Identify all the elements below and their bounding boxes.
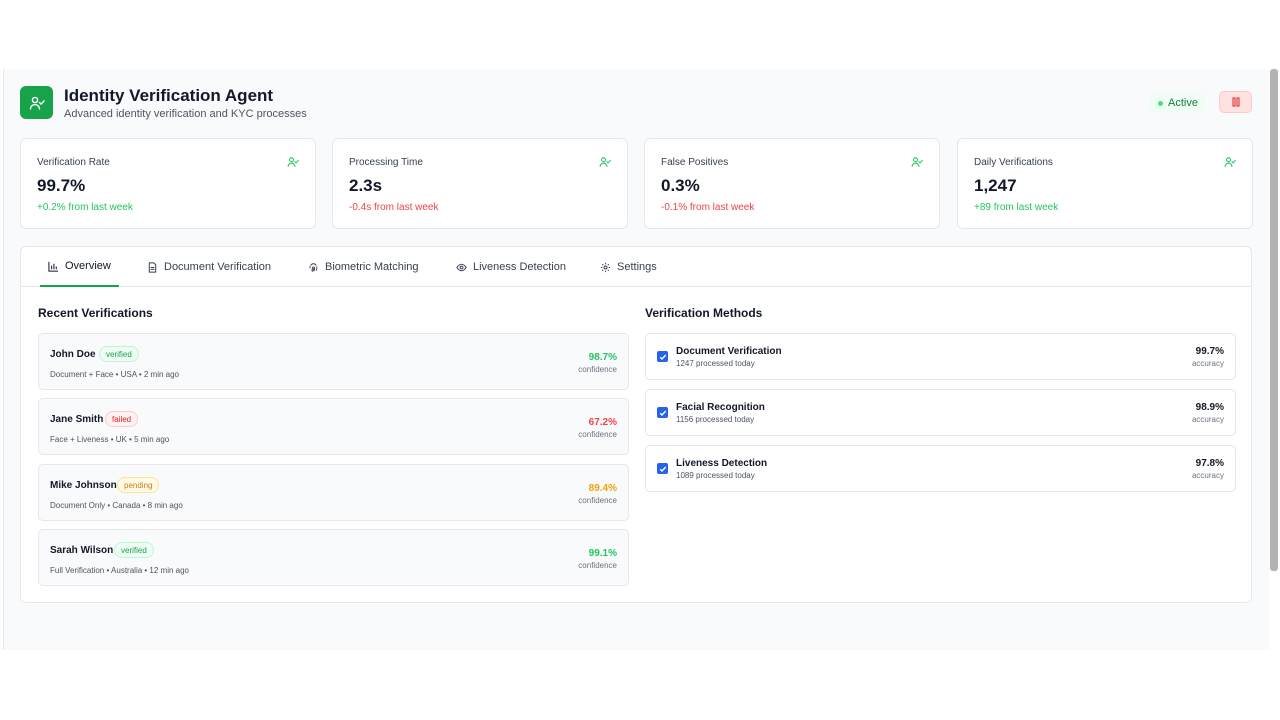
tab-label: Document Verification [164, 261, 271, 273]
tab-settings[interactable]: Settings [592, 247, 665, 287]
metric-card-false-positives: False Positives 0.3% -0.1% from last wee… [644, 138, 940, 229]
user-check-icon [287, 157, 299, 168]
metric-label: Verification Rate [37, 157, 110, 168]
method-name: Facial Recognition [676, 402, 765, 413]
main-panel: Overview Document Verification Biometric… [20, 246, 1252, 603]
pause-button[interactable] [1219, 91, 1252, 113]
method-item: Facial Recognition 1156 processed today … [645, 389, 1236, 436]
user-check-icon [599, 157, 611, 168]
page-subtitle: Advanced identity verification and KYC p… [64, 108, 307, 120]
tab-liveness-detection[interactable]: Liveness Detection [448, 247, 574, 287]
confidence-value: 67.2% [588, 417, 617, 428]
method-accuracy: 98.9% [1195, 402, 1224, 413]
method-accuracy: 97.8% [1195, 458, 1224, 469]
verification-detail: Document + Face • USA • 2 min ago [50, 370, 179, 379]
metric-change: +0.2% from last week [37, 202, 133, 213]
confidence-label: confidence [578, 561, 617, 570]
accuracy-label: accuracy [1191, 415, 1224, 424]
verification-methods-title: Verification Methods [645, 306, 763, 320]
metric-value: 0.3% [661, 176, 700, 195]
method-accuracy: 99.7% [1195, 346, 1224, 357]
metric-label: Daily Verifications [974, 157, 1053, 168]
metric-card-daily-verifications: Daily Verifications 1,247 +89 from last … [957, 138, 1253, 229]
check-icon [659, 410, 666, 416]
confidence-label: confidence [578, 496, 617, 505]
tab-overview[interactable]: Overview [40, 247, 119, 287]
user-check-icon [911, 157, 923, 168]
verification-name: Sarah Wilson [50, 545, 114, 556]
status-dot-icon [1158, 100, 1164, 106]
verification-item[interactable]: John Doe verified Document + Face • USA … [38, 333, 629, 390]
verification-name: Jane Smith [50, 414, 104, 425]
metric-value: 1,247 [974, 176, 1017, 195]
user-check-icon [20, 86, 53, 119]
method-checkbox[interactable] [657, 407, 668, 418]
method-name: Liveness Detection [676, 458, 768, 469]
accuracy-label: accuracy [1191, 471, 1224, 480]
status-label: Active [1168, 97, 1198, 109]
check-icon [659, 466, 666, 472]
verification-detail: Face + Liveness • UK • 5 min ago [50, 435, 170, 444]
method-checkbox[interactable] [657, 463, 668, 474]
eye-icon [456, 263, 467, 271]
verification-item[interactable]: Sarah Wilson verified Full Verification … [38, 529, 629, 586]
check-icon [659, 354, 666, 360]
metric-change: +89 from last week [974, 202, 1059, 213]
metric-card-verification-rate: Verification Rate 99.7% +0.2% from last … [20, 138, 316, 229]
confidence-value: 99.1% [588, 548, 617, 559]
page-title: Identity Verification Agent [64, 86, 274, 105]
fingerprint-icon [309, 262, 318, 272]
confidence-label: confidence [578, 430, 617, 439]
tab-document-verification[interactable]: Document Verification [139, 247, 279, 287]
verification-detail: Full Verification • Australia • 12 min a… [50, 566, 190, 575]
verification-item[interactable]: Mike Johnson pending Document Only • Can… [38, 464, 629, 521]
page-header: Identity Verification Agent Advanced ide… [20, 86, 1252, 122]
verification-item[interactable]: Jane Smith failed Face + Liveness • UK •… [38, 398, 629, 455]
recent-verifications-title: Recent Verifications [38, 306, 153, 320]
metric-value: 2.3s [349, 176, 383, 195]
method-name: Document Verification [676, 346, 782, 357]
user-check-icon [1224, 157, 1236, 168]
status-badge: failed [105, 411, 139, 427]
metric-value: 99.7% [37, 176, 86, 195]
status-badge: pending [117, 477, 160, 493]
method-checkbox[interactable] [657, 351, 668, 362]
tab-bar: Overview Document Verification Biometric… [21, 247, 1251, 287]
method-processed: 1247 processed today [676, 359, 755, 368]
tab-label: Overview [65, 260, 111, 272]
tab-label: Biometric Matching [325, 261, 419, 273]
confidence-value: 89.4% [588, 483, 617, 494]
pause-icon [1232, 97, 1239, 107]
method-processed: 1089 processed today [676, 471, 755, 480]
confidence-value: 98.7% [588, 352, 617, 363]
metric-change: -0.1% from last week [661, 202, 755, 213]
tab-label: Settings [617, 261, 657, 273]
status-badge: verified [114, 542, 154, 558]
metric-card-processing-time: Processing Time 2.3s -0.4s from last wee… [332, 138, 628, 229]
metric-label: Processing Time [349, 157, 423, 168]
status-badge: Active [1150, 93, 1206, 113]
verification-detail: Document Only • Canada • 8 min ago [50, 501, 183, 510]
method-processed: 1156 processed today [676, 415, 755, 424]
verification-name: Mike Johnson [50, 480, 117, 491]
bar-chart-icon [48, 261, 59, 272]
confidence-label: confidence [578, 365, 617, 374]
method-item: Liveness Detection 1089 processed today … [645, 445, 1236, 492]
metric-change: -0.4s from last week [349, 202, 439, 213]
accuracy-label: accuracy [1191, 359, 1224, 368]
metric-label: False Positives [661, 157, 729, 168]
status-badge: verified [99, 346, 139, 362]
method-item: Document Verification 1247 processed tod… [645, 333, 1236, 380]
scrollbar[interactable] [1270, 69, 1278, 571]
gear-icon [600, 262, 611, 272]
tab-label: Liveness Detection [473, 261, 566, 273]
verification-name: John Doe [50, 349, 96, 360]
document-icon [148, 261, 157, 273]
tab-biometric-matching[interactable]: Biometric Matching [300, 247, 427, 287]
